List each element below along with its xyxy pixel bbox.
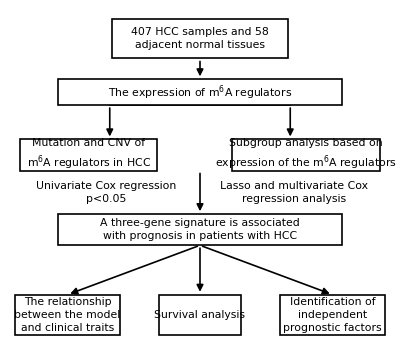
FancyBboxPatch shape: [58, 79, 342, 105]
Text: Subgroup analysis based on
expression of the m$^6$A regulators: Subgroup analysis based on expression of…: [215, 138, 396, 172]
FancyBboxPatch shape: [112, 18, 288, 59]
Text: 407 HCC samples and 58
adjacent normal tissues: 407 HCC samples and 58 adjacent normal t…: [131, 27, 269, 50]
Text: Survival analysis: Survival analysis: [154, 310, 246, 320]
Text: The expression of m$^6$A regulators: The expression of m$^6$A regulators: [108, 83, 292, 102]
Text: Univariate Cox regression
p<0.05: Univariate Cox regression p<0.05: [36, 181, 176, 204]
FancyBboxPatch shape: [20, 139, 157, 171]
Text: Identification of
independent
prognostic factors: Identification of independent prognostic…: [283, 296, 382, 333]
Text: A three-gene signature is associated
with prognosis in patients with HCC: A three-gene signature is associated wit…: [100, 218, 300, 241]
Text: Mutation and CNV of
m$^6$A regulators in HCC: Mutation and CNV of m$^6$A regulators in…: [27, 138, 151, 172]
FancyBboxPatch shape: [280, 295, 385, 335]
Text: The relationship
between the model
and clinical traits: The relationship between the model and c…: [14, 296, 121, 333]
Text: Lasso and multivariate Cox
regression analysis: Lasso and multivariate Cox regression an…: [220, 181, 368, 204]
FancyBboxPatch shape: [159, 295, 241, 335]
FancyBboxPatch shape: [15, 295, 120, 335]
FancyBboxPatch shape: [58, 214, 342, 245]
FancyBboxPatch shape: [232, 139, 380, 171]
